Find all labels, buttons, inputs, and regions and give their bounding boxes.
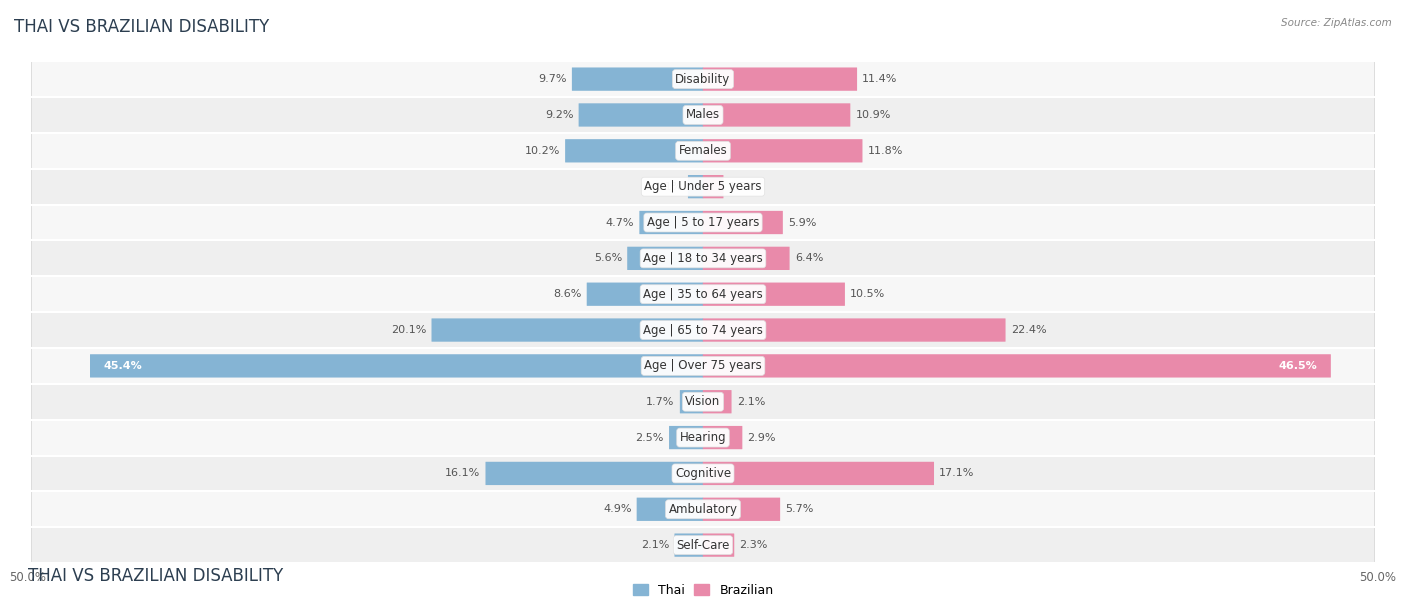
FancyBboxPatch shape <box>681 390 703 413</box>
Text: 2.9%: 2.9% <box>748 433 776 442</box>
Text: 16.1%: 16.1% <box>446 468 481 479</box>
FancyBboxPatch shape <box>688 175 703 198</box>
FancyBboxPatch shape <box>31 312 1375 348</box>
Text: 2.1%: 2.1% <box>737 397 765 407</box>
FancyBboxPatch shape <box>31 348 1375 384</box>
FancyBboxPatch shape <box>627 247 703 270</box>
FancyBboxPatch shape <box>31 491 1375 527</box>
FancyBboxPatch shape <box>485 462 703 485</box>
FancyBboxPatch shape <box>703 67 858 91</box>
FancyBboxPatch shape <box>675 534 703 557</box>
Text: 6.4%: 6.4% <box>794 253 823 263</box>
Text: 10.2%: 10.2% <box>524 146 560 156</box>
FancyBboxPatch shape <box>579 103 703 127</box>
FancyBboxPatch shape <box>586 283 703 306</box>
Text: Age | 5 to 17 years: Age | 5 to 17 years <box>647 216 759 229</box>
Text: 17.1%: 17.1% <box>939 468 974 479</box>
Text: 2.3%: 2.3% <box>740 540 768 550</box>
FancyBboxPatch shape <box>31 169 1375 204</box>
FancyBboxPatch shape <box>703 426 742 449</box>
Text: 10.5%: 10.5% <box>851 289 886 299</box>
FancyBboxPatch shape <box>703 139 862 162</box>
Text: Self-Care: Self-Care <box>676 539 730 551</box>
Text: Hearing: Hearing <box>679 431 727 444</box>
Text: 11.4%: 11.4% <box>862 74 897 84</box>
FancyBboxPatch shape <box>31 527 1375 563</box>
FancyBboxPatch shape <box>90 354 703 378</box>
FancyBboxPatch shape <box>703 211 783 234</box>
Text: THAI VS BRAZILIAN DISABILITY: THAI VS BRAZILIAN DISABILITY <box>28 567 284 584</box>
FancyBboxPatch shape <box>640 211 703 234</box>
Text: 4.7%: 4.7% <box>606 217 634 228</box>
Text: 10.9%: 10.9% <box>855 110 891 120</box>
Legend: Thai, Brazilian: Thai, Brazilian <box>627 579 779 602</box>
FancyBboxPatch shape <box>31 241 1375 276</box>
Text: Source: ZipAtlas.com: Source: ZipAtlas.com <box>1281 18 1392 28</box>
Text: Age | Under 5 years: Age | Under 5 years <box>644 180 762 193</box>
Text: 5.7%: 5.7% <box>786 504 814 514</box>
FancyBboxPatch shape <box>703 462 934 485</box>
Text: Age | Over 75 years: Age | Over 75 years <box>644 359 762 372</box>
Text: 2.5%: 2.5% <box>636 433 664 442</box>
FancyBboxPatch shape <box>703 247 790 270</box>
Text: Age | 35 to 64 years: Age | 35 to 64 years <box>643 288 763 300</box>
Text: 11.8%: 11.8% <box>868 146 903 156</box>
Text: 5.6%: 5.6% <box>593 253 621 263</box>
Text: Males: Males <box>686 108 720 121</box>
FancyBboxPatch shape <box>703 283 845 306</box>
Text: Vision: Vision <box>685 395 721 408</box>
FancyBboxPatch shape <box>703 498 780 521</box>
FancyBboxPatch shape <box>31 204 1375 241</box>
FancyBboxPatch shape <box>31 384 1375 420</box>
FancyBboxPatch shape <box>669 426 703 449</box>
FancyBboxPatch shape <box>637 498 703 521</box>
Text: 9.2%: 9.2% <box>546 110 574 120</box>
Text: 20.1%: 20.1% <box>391 325 426 335</box>
Text: 4.9%: 4.9% <box>603 504 631 514</box>
Text: Females: Females <box>679 144 727 157</box>
FancyBboxPatch shape <box>565 139 703 162</box>
Text: Age | 18 to 34 years: Age | 18 to 34 years <box>643 252 763 265</box>
FancyBboxPatch shape <box>432 318 703 341</box>
Text: 2.1%: 2.1% <box>641 540 669 550</box>
FancyBboxPatch shape <box>703 534 734 557</box>
FancyBboxPatch shape <box>31 455 1375 491</box>
Text: Disability: Disability <box>675 73 731 86</box>
FancyBboxPatch shape <box>31 97 1375 133</box>
Text: 1.7%: 1.7% <box>647 397 675 407</box>
FancyBboxPatch shape <box>703 318 1005 341</box>
Text: 1.1%: 1.1% <box>655 182 683 192</box>
Text: THAI VS BRAZILIAN DISABILITY: THAI VS BRAZILIAN DISABILITY <box>14 18 270 36</box>
Text: Ambulatory: Ambulatory <box>668 503 738 516</box>
FancyBboxPatch shape <box>703 354 1331 378</box>
Text: 22.4%: 22.4% <box>1011 325 1046 335</box>
FancyBboxPatch shape <box>703 175 724 198</box>
FancyBboxPatch shape <box>703 390 731 413</box>
Text: 45.4%: 45.4% <box>104 361 142 371</box>
Text: 8.6%: 8.6% <box>553 289 582 299</box>
Text: Cognitive: Cognitive <box>675 467 731 480</box>
FancyBboxPatch shape <box>31 133 1375 169</box>
FancyBboxPatch shape <box>31 61 1375 97</box>
FancyBboxPatch shape <box>31 420 1375 455</box>
Text: 9.7%: 9.7% <box>538 74 567 84</box>
Text: 5.9%: 5.9% <box>787 217 817 228</box>
Text: 1.5%: 1.5% <box>728 182 756 192</box>
FancyBboxPatch shape <box>703 103 851 127</box>
Text: 46.5%: 46.5% <box>1278 361 1317 371</box>
FancyBboxPatch shape <box>31 276 1375 312</box>
FancyBboxPatch shape <box>572 67 703 91</box>
Text: Age | 65 to 74 years: Age | 65 to 74 years <box>643 324 763 337</box>
